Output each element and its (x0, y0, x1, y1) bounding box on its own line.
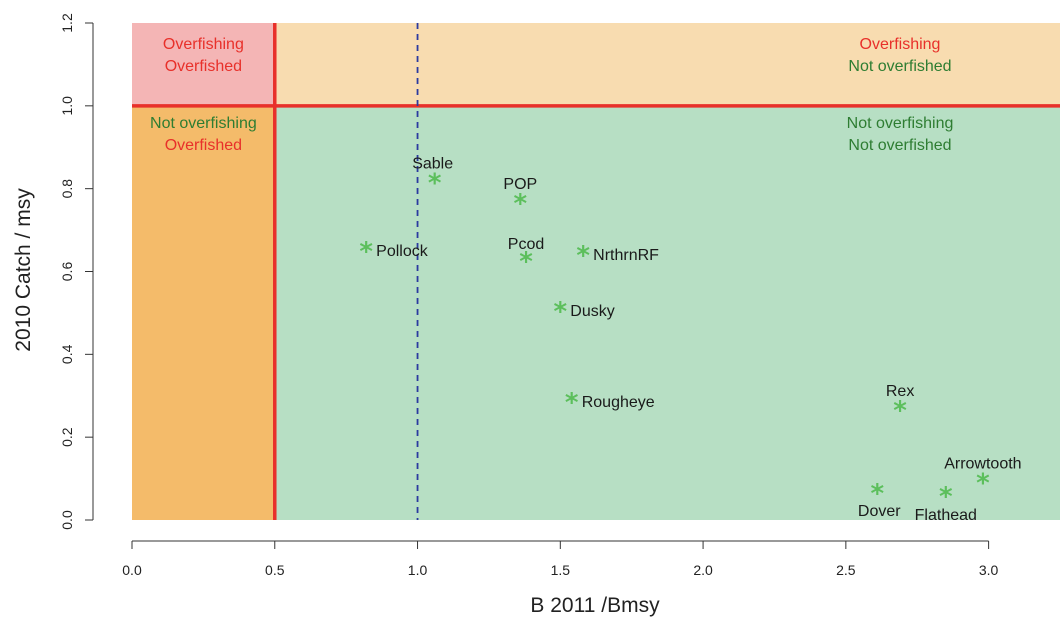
y-tick-label: 1.2 (59, 13, 75, 33)
data-point-label: Dusky (570, 303, 614, 320)
zone-label-bottom-left: Not overfishing (150, 115, 257, 132)
x-tick-label: 2.5 (836, 562, 856, 578)
x-axis: 0.0 0.5 1.0 1.5 2.0 2.5 3.0 (122, 540, 999, 578)
data-point-dover: * (870, 479, 884, 509)
data-point-pop: * (514, 189, 528, 219)
zone-label-top-left: Overfishing (163, 36, 244, 53)
zone-label-bottom-left: Overfished (165, 137, 242, 154)
y-tick-label: 1.0 (59, 96, 75, 116)
x-tick-label: 2.0 (693, 562, 713, 578)
zone-label-bottom-right: Not overfishing (847, 115, 954, 132)
data-point-label: Pollock (376, 243, 429, 260)
x-tick-label: 3.0 (979, 562, 999, 578)
data-point-label: Sable (412, 155, 453, 172)
zone-label-top-right: Overfishing (860, 36, 941, 53)
zone-bottom-left (132, 105, 275, 520)
y-tick-label: 0.0 (59, 510, 75, 530)
y-tick-label: 0.2 (59, 427, 75, 447)
y-axis: 0.0 0.2 0.4 0.6 0.8 1.0 1.2 (59, 13, 94, 530)
data-point-nrthrnrf: * (576, 241, 590, 271)
x-tick-label: 1.0 (408, 562, 428, 578)
zone-label-top-left: Overfished (165, 58, 242, 75)
zone-top-left (132, 23, 275, 106)
zone-bottom-right (274, 105, 1060, 520)
zones-layer (132, 23, 1060, 520)
x-tick-label: 0.5 (265, 562, 285, 578)
data-point-label: Pcod (508, 236, 544, 253)
y-tick-label: 0.6 (59, 262, 75, 282)
data-point-rex: * (893, 396, 907, 426)
zone-label-bottom-right: Not overfished (848, 137, 951, 154)
data-point-sable: * (428, 168, 442, 198)
x-tick-label: 1.5 (551, 562, 571, 578)
data-point-label: POP (503, 176, 537, 193)
data-point-label: Flathead (915, 507, 977, 524)
zone-labels: Overfishing Overfished Overfishing Not over… (150, 36, 953, 154)
data-point-dusky: * (554, 297, 568, 327)
data-point-rougheye: * (565, 388, 579, 418)
y-tick-label: 0.8 (59, 179, 75, 199)
data-point-arrowtooth: * (976, 469, 990, 499)
data-point-pollock: * (359, 237, 373, 267)
x-axis-title: B 2011 /Bmsy (530, 594, 660, 617)
y-axis-title: 2010 Catch / msy (12, 188, 35, 352)
y-tick-label: 0.4 (59, 344, 75, 364)
data-point-flathead: * (939, 482, 953, 512)
data-point-label: Rex (886, 383, 914, 400)
zone-top-right (274, 23, 1060, 106)
data-point-pcod: * (519, 247, 533, 277)
data-points: *Sable*POP* Pollock *Pcod * NrthrnRF* Dusky* R… (359, 155, 1021, 524)
data-point-label: Dover (858, 503, 901, 520)
x-tick-label: 0.0 (122, 562, 142, 578)
data-point-label: NrthrnRF (593, 247, 659, 264)
zone-label-top-right: Not overfished (848, 58, 951, 75)
reference-lines (132, 23, 1060, 520)
data-point-label: Arrowtooth (944, 456, 1021, 473)
data-point-label: Rougheye (582, 394, 655, 411)
